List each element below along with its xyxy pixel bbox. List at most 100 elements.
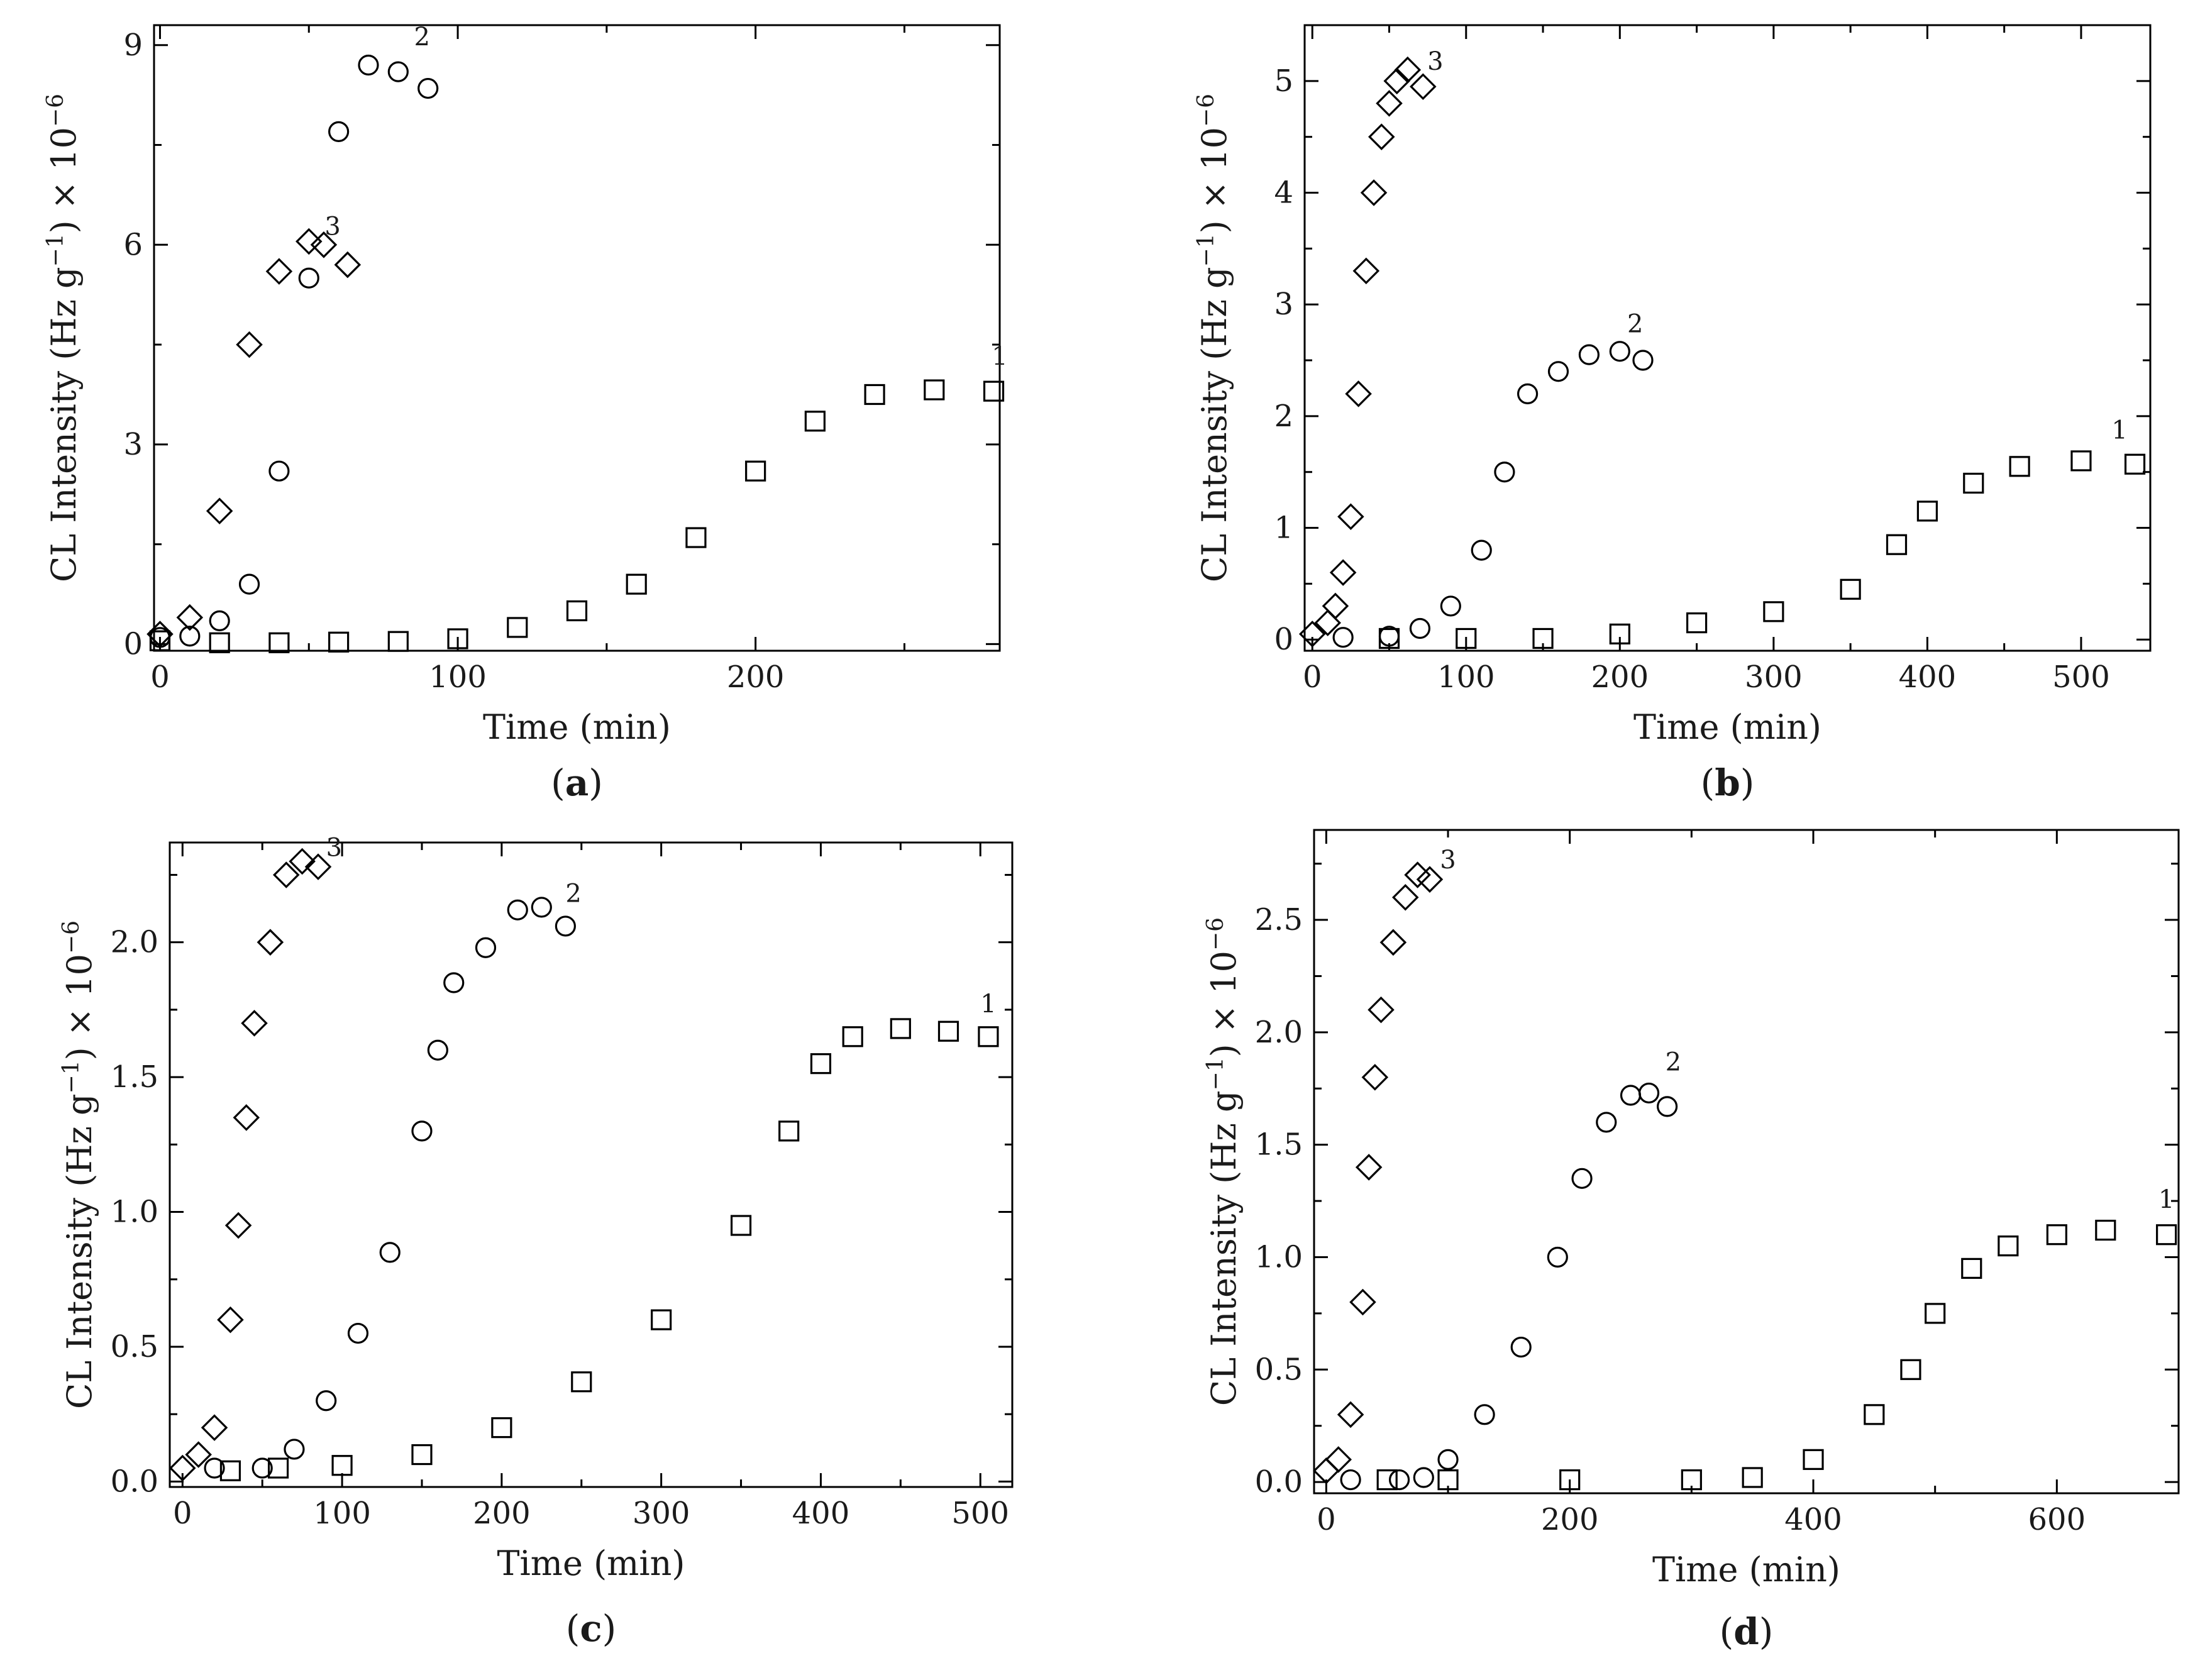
series-2-markers [1332, 341, 1654, 648]
data-point-circle [1632, 350, 1654, 371]
data-point-circle [1571, 1168, 1593, 1189]
data-point-diamond [1361, 1064, 1389, 1091]
x-tick-label: 500 [951, 1496, 1009, 1531]
data-point-circle [507, 899, 528, 920]
data-point-circle [1517, 383, 1539, 404]
data-point-circle [179, 626, 201, 647]
plot-frame [153, 24, 1001, 652]
x-tick-label: 300 [1745, 660, 1803, 695]
data-point-square [1742, 1467, 1763, 1488]
series-1-markers [219, 1018, 999, 1481]
data-point-square [864, 384, 885, 406]
data-point-circle [204, 1457, 225, 1479]
data-point-square [1532, 627, 1554, 649]
data-point-circle [268, 460, 290, 482]
panel-caption: (a) [551, 761, 603, 804]
data-point-diamond [217, 1306, 244, 1334]
data-point-square [1961, 1257, 1982, 1279]
y-tick-label: 0 [123, 626, 143, 661]
data-point-diamond [236, 331, 263, 358]
data-point-diamond [1329, 559, 1357, 586]
y-tick-label: 2.5 [1255, 902, 1303, 937]
data-point-circle [1638, 1082, 1660, 1104]
data-point-diamond [1368, 123, 1395, 150]
data-point-circle [316, 1390, 337, 1412]
y-tick-label: 4 [1274, 175, 1293, 211]
data-point-circle [1388, 1469, 1410, 1491]
data-point-square [778, 1120, 800, 1142]
curve-label-2: 2 [1666, 1048, 1681, 1077]
data-point-square [1437, 1469, 1459, 1491]
curve-label-3: 3 [324, 212, 340, 241]
x-tick-label: 100 [1437, 660, 1495, 695]
data-point-square [1609, 623, 1630, 644]
x-tick-label: 300 [633, 1496, 690, 1531]
y-tick-label: 1.5 [111, 1059, 158, 1095]
data-point-diamond [273, 861, 300, 888]
y-tick-label: 1.0 [111, 1195, 158, 1230]
chart-panel-c: 0 100 200 300 400 500 0.0 0.5 1.0 1.5 2.0 Time (min… [58, 833, 1014, 1650]
y-tick-label: 3 [123, 427, 143, 462]
data-point-diamond [296, 228, 323, 255]
data-point-square [745, 460, 766, 482]
y-axis-label: CL Intensity (Hz g−1) × 10−6 [43, 94, 84, 582]
data-point-square [890, 1018, 911, 1039]
curve-label-2: 2 [414, 23, 430, 52]
x-tick-label: 100 [313, 1496, 371, 1531]
data-point-square [2009, 456, 2030, 477]
x-tick-label: 200 [727, 660, 785, 695]
data-point-square [626, 573, 647, 595]
data-point-diamond [1337, 1401, 1364, 1429]
plot-frame [1303, 24, 2152, 652]
data-point-square [937, 1020, 959, 1042]
x-axis-label: Time (min) [483, 707, 671, 747]
x-tick-label: 0 [1303, 660, 1322, 695]
data-point-circle [443, 972, 465, 993]
data-point-circle [417, 77, 439, 99]
data-point-diamond [1368, 996, 1395, 1024]
data-point-square [267, 1457, 289, 1479]
x-axis-label: Time (min) [497, 1544, 685, 1583]
chart-panel-b: 0 100 200 300 400 500 0 1 2 3 4 5 Time (min) CL Inten… [1193, 24, 2152, 804]
data-point-circle [1657, 1096, 1678, 1117]
x-tick-label: 200 [1591, 660, 1649, 695]
data-point-diamond [1337, 503, 1364, 531]
curve-label-3: 3 [1440, 846, 1456, 875]
data-point-diamond [1394, 56, 1422, 84]
data-point-circle [1440, 595, 1461, 617]
x-tick-label: 0 [1317, 1502, 1336, 1537]
data-point-circle [475, 937, 497, 958]
data-point-square [730, 1215, 752, 1236]
y-tick-label: 9 [123, 28, 143, 63]
curve-label-3: 3 [1427, 47, 1443, 76]
x-tick-label: 500 [2052, 660, 2110, 695]
data-point-square [411, 1444, 433, 1466]
data-point-circle [1332, 627, 1354, 648]
data-point-circle [1609, 341, 1630, 362]
data-point-diamond [1416, 866, 1444, 893]
data-point-square [685, 527, 707, 548]
data-point-diamond [1355, 1154, 1383, 1181]
x-tick-label: 400 [1899, 660, 1957, 695]
data-point-diamond [1410, 73, 1437, 100]
data-point-diamond [169, 1454, 196, 1482]
data-point-circle [347, 1322, 369, 1344]
curve-label-1: 1 [2158, 1185, 2174, 1214]
data-point-square [209, 632, 230, 653]
x-tick-label: 400 [792, 1496, 850, 1531]
data-point-diamond [304, 853, 332, 880]
chart-panel-a: 0 100 200 0 3 6 9 Time (min) CL Intensity (Hz g−… [43, 23, 1008, 804]
data-point-diamond [1322, 592, 1349, 620]
data-point-circle [387, 61, 409, 82]
data-point-circle [1471, 539, 1492, 561]
data-point-diamond [176, 604, 204, 631]
data-point-circle [1510, 1336, 1532, 1358]
data-point-square [1925, 1303, 1946, 1324]
data-point-square [1900, 1359, 1921, 1380]
data-point-circle [1437, 1449, 1459, 1470]
data-point-square [387, 631, 409, 652]
series-1-markers [1376, 1219, 2177, 1491]
curve-label-3: 3 [326, 833, 342, 862]
data-point-square [983, 380, 1005, 402]
